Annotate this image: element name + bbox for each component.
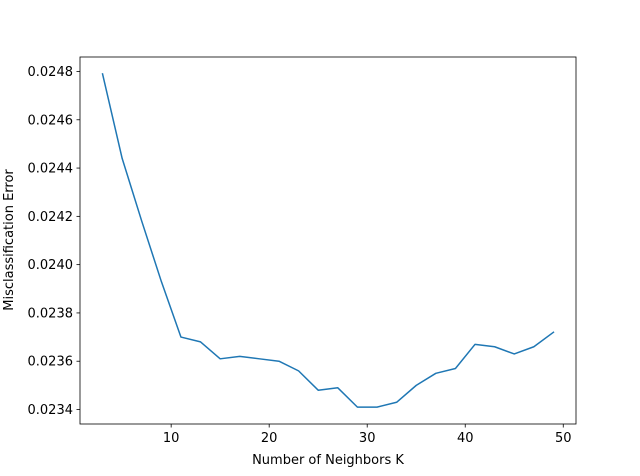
axes-frame (79, 56, 577, 425)
x-tick-label: 10 (163, 431, 180, 446)
plot-area (79, 56, 577, 425)
y-axis: 0.0234 0.0236 0.0238 0.0240 0.0242 0.0244 0.02… (28, 65, 80, 418)
x-axis: 10 20 30 40 50 (163, 424, 572, 446)
y-tick-label: 0.0236 (28, 355, 74, 370)
x-tick-label: 20 (261, 431, 278, 446)
x-tick-label: 30 (359, 431, 376, 446)
y-tick-label: 0.0234 (28, 403, 74, 418)
y-axis-label: Misclassification Error (2, 169, 17, 311)
y-tick-label: 0.0242 (28, 210, 74, 225)
series-line-0 (101, 72, 555, 408)
y-tick-label: 0.0246 (28, 113, 74, 128)
y-tick-label: 0.0244 (28, 162, 74, 177)
y-tick-label: 0.0238 (28, 306, 74, 321)
x-tick-label: 50 (555, 431, 572, 446)
x-axis-label: Number of Neighbors K (252, 453, 404, 468)
x-tick-label: 40 (457, 431, 474, 446)
y-tick-label: 0.0248 (28, 65, 74, 80)
y-tick-label: 0.0240 (28, 258, 74, 273)
